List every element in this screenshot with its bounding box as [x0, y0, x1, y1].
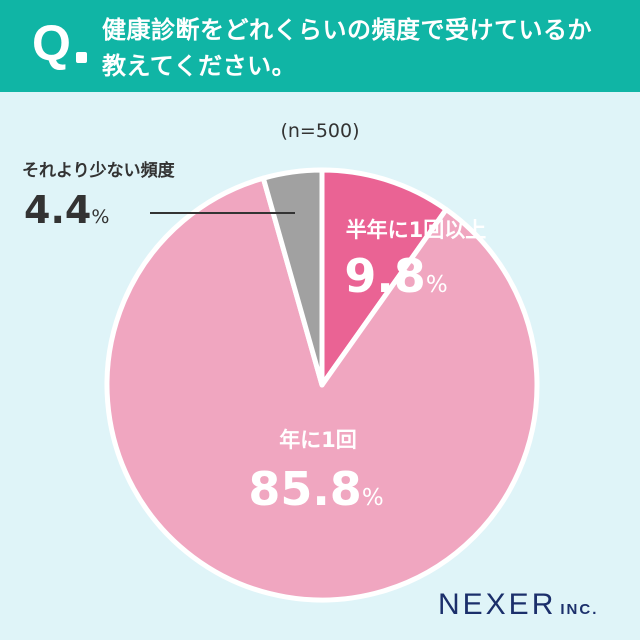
slice-label-yearly: 年に1回: [279, 428, 357, 452]
question-text: 健康診断をどれくらいの頻度で受けているか 教えてください。: [102, 12, 622, 84]
question-line-2: 教えてください。: [102, 52, 297, 80]
pie-slice-yearly: [104, 175, 540, 603]
pie-slice-half-year: [319, 167, 449, 388]
question-mark: Q: [32, 15, 71, 71]
nexer-logo: NEXER INC.: [438, 588, 598, 622]
logo-sub-text: INC.: [560, 601, 599, 618]
slice-value-half-year: 9.8%: [344, 249, 447, 303]
question-mark-dot: [76, 52, 87, 63]
question-line-1: 健康診断をどれくらいの頻度で受けているか: [102, 16, 592, 44]
sample-size-label: (n=500): [280, 120, 360, 142]
logo-main-text: NEXER: [438, 588, 557, 621]
slice-label-less-frequent: それより少ない頻度: [22, 160, 176, 181]
slice-value-less-frequent: 4.4%: [24, 188, 109, 232]
slice-value-yearly: 85.8%: [248, 462, 383, 516]
slice-label-half-year: 半年に1回以上: [346, 218, 487, 242]
question-header: Q 健康診断をどれくらいの頻度で受けているか 教えてください。: [0, 0, 640, 92]
pie-slice-less-frequent: [260, 167, 325, 388]
